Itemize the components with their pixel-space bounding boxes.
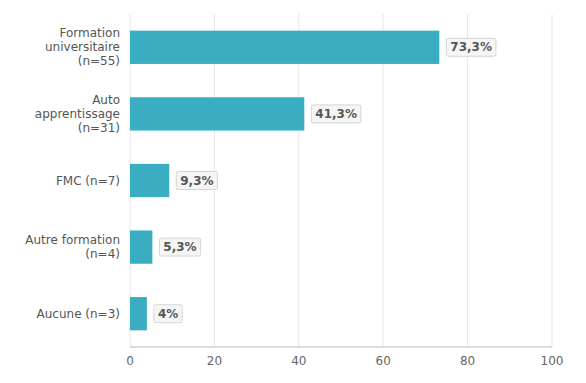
chart-svg: 0 20 40 60 80 100 73,3% 41,3% 9,3% 5,3% 4% Formatio… [0,0,586,383]
grid-line [467,14,468,347]
bar [130,297,147,330]
category-axis: Formationuniversitaire(n=55) Autoapprenti… [25,26,120,320]
data-label: 4% [158,307,178,321]
category-label: Aucune (n=3) [37,307,120,321]
data-label: 9,3% [180,174,213,188]
tick-label: 40 [291,354,306,368]
data-label-group: 41,3% [311,105,361,123]
category-label-line: (n=55) [78,54,120,68]
tick-label: 0 [126,354,134,368]
category-label-line: FMC (n=7) [56,174,120,188]
tick-label: 60 [376,354,391,368]
data-label-box [311,105,361,123]
bar [130,230,152,263]
category-label-line: Formation [59,26,120,40]
x-axis: 0 20 40 60 80 100 [126,354,563,368]
bar [130,31,439,64]
data-label: 73,3% [450,40,492,54]
data-label-box [176,172,217,190]
category-label-line: universitaire [45,40,120,54]
data-labels: 73,3% 41,3% 9,3% 5,3% 4% [154,38,496,322]
data-label-group: 4% [154,305,182,323]
data-label: 41,3% [315,107,357,121]
category-label: Autre formation(n=4) [25,233,120,261]
category-label-line: Autre formation [25,233,120,247]
category-label-line: (n=31) [78,121,120,135]
data-label: 5,3% [163,240,196,254]
bar [130,97,304,130]
data-label-group: 5,3% [159,238,200,256]
category-label-line: Aucune (n=3) [37,307,120,321]
category-label-line: Auto [92,93,120,107]
plot-area: 0 20 40 60 80 100 73,3% 41,3% 9,3% 5,3% 4% Formatio… [25,14,563,368]
bar [130,164,169,197]
category-label: FMC (n=7) [56,174,120,188]
bars [130,31,439,331]
chart-container: 0 20 40 60 80 100 73,3% 41,3% 9,3% 5,3% 4% Formatio… [0,0,586,383]
tick-label: 100 [541,354,564,368]
grid-line [383,14,384,347]
data-label-group: 9,3% [176,172,217,190]
category-label: Formationuniversitaire(n=55) [45,26,120,68]
tick-label: 80 [460,354,475,368]
data-label-group: 73,3% [446,38,496,56]
grid-line [298,14,299,347]
data-label-box [159,238,200,256]
grid [130,14,552,347]
category-label-line: apprentissage [35,107,120,121]
data-label-box [446,38,496,56]
tick-label: 20 [207,354,222,368]
category-label: Autoapprentissage(n=31) [35,93,120,135]
grid-line [552,14,553,347]
data-label-box [154,305,182,323]
category-label-line: (n=4) [85,247,120,261]
axis-line [130,347,552,348]
